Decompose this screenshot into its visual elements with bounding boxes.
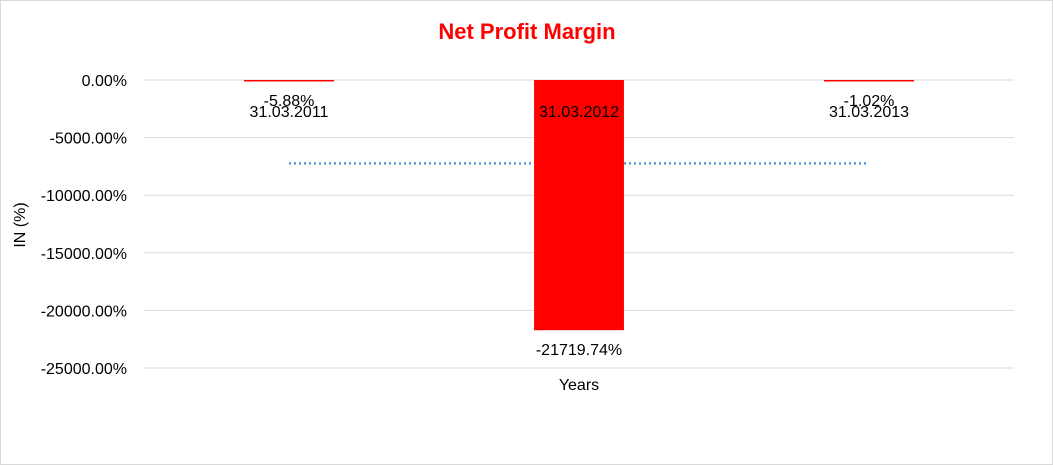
y-axis-ticks: 0.00% -5000.00% -10000.00% -15000.00% -20000… bbox=[41, 73, 127, 378]
bar bbox=[244, 80, 334, 82]
x-axis-categories: 31.03.2011 31.03.2012 31.03.2013 bbox=[250, 104, 910, 121]
y-tick-label: -20000.00% bbox=[41, 303, 127, 320]
bar bbox=[534, 80, 624, 331]
data-label: -21719.74% bbox=[536, 342, 622, 359]
y-tick-label: -5000.00% bbox=[50, 131, 127, 148]
y-axis-title: IN (%) bbox=[12, 202, 29, 247]
x-category-label: 31.03.2011 bbox=[250, 104, 329, 121]
x-category-label: 31.03.2013 bbox=[829, 104, 909, 121]
bar bbox=[824, 80, 914, 82]
x-category-label: 31.03.2012 bbox=[539, 104, 619, 121]
data-labels: -5.88% -21719.74% -1.02% bbox=[264, 93, 895, 359]
bars bbox=[244, 80, 914, 331]
y-tick-label: -15000.00% bbox=[41, 246, 127, 263]
y-tick-label: 0.00% bbox=[82, 73, 127, 90]
chart-title: Net Profit Margin bbox=[438, 19, 615, 44]
y-tick-label: -25000.00% bbox=[41, 361, 127, 378]
y-tick-label: -10000.00% bbox=[41, 188, 127, 205]
x-axis-title: Years bbox=[559, 377, 599, 394]
data-label: -1.02% bbox=[844, 93, 895, 110]
data-label: -5.88% bbox=[264, 93, 315, 110]
